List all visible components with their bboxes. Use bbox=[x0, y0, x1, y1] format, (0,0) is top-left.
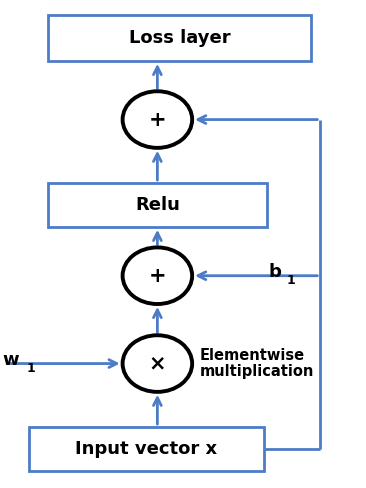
FancyBboxPatch shape bbox=[29, 427, 264, 471]
Text: Loss layer: Loss layer bbox=[128, 29, 230, 47]
Ellipse shape bbox=[123, 335, 192, 392]
Text: 1: 1 bbox=[27, 362, 36, 375]
Text: 1: 1 bbox=[287, 274, 295, 287]
Text: +: + bbox=[149, 266, 166, 285]
Text: b: b bbox=[268, 264, 281, 281]
Ellipse shape bbox=[123, 91, 192, 148]
FancyBboxPatch shape bbox=[48, 183, 267, 227]
Text: Input vector x: Input vector x bbox=[75, 440, 217, 458]
Text: multiplication: multiplication bbox=[199, 365, 314, 379]
Text: +: + bbox=[149, 110, 166, 129]
Text: ×: × bbox=[149, 354, 166, 373]
Text: w: w bbox=[3, 351, 19, 369]
Text: Relu: Relu bbox=[135, 196, 180, 214]
FancyBboxPatch shape bbox=[48, 15, 311, 61]
Text: Elementwise: Elementwise bbox=[199, 348, 305, 363]
Ellipse shape bbox=[123, 247, 192, 304]
